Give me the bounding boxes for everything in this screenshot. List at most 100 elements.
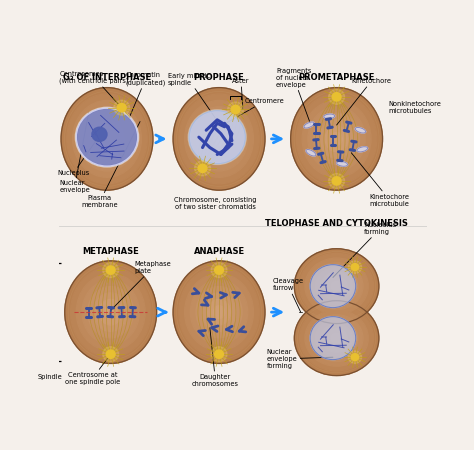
Text: G₂ OF INTERPHASE: G₂ OF INTERPHASE bbox=[63, 73, 151, 82]
Ellipse shape bbox=[305, 258, 368, 314]
Circle shape bbox=[75, 108, 138, 167]
Circle shape bbox=[351, 354, 359, 360]
Circle shape bbox=[190, 111, 245, 163]
Ellipse shape bbox=[101, 132, 113, 145]
Ellipse shape bbox=[67, 94, 147, 184]
Ellipse shape bbox=[208, 126, 230, 152]
Ellipse shape bbox=[191, 107, 248, 171]
Ellipse shape bbox=[294, 249, 379, 324]
Ellipse shape bbox=[202, 293, 236, 331]
Circle shape bbox=[215, 266, 223, 274]
Circle shape bbox=[328, 90, 345, 104]
Ellipse shape bbox=[96, 126, 118, 152]
Ellipse shape bbox=[331, 282, 342, 291]
Circle shape bbox=[211, 346, 227, 362]
Ellipse shape bbox=[202, 120, 236, 158]
Text: Nuclear
envelope: Nuclear envelope bbox=[59, 113, 90, 194]
Text: Nonkinetochore
microtubules: Nonkinetochore microtubules bbox=[388, 101, 441, 114]
Ellipse shape bbox=[208, 299, 230, 325]
Text: Chromatin
(duplicated): Chromatin (duplicated) bbox=[125, 72, 166, 118]
Circle shape bbox=[195, 161, 210, 176]
Ellipse shape bbox=[331, 132, 342, 145]
Text: Nucleolus
forming: Nucleolus forming bbox=[333, 222, 396, 278]
Text: Nuclear
envelope
forming: Nuclear envelope forming bbox=[267, 349, 333, 369]
Ellipse shape bbox=[179, 267, 259, 357]
Ellipse shape bbox=[314, 113, 360, 165]
Circle shape bbox=[103, 346, 118, 362]
Ellipse shape bbox=[105, 306, 117, 319]
Text: METAPHASE: METAPHASE bbox=[82, 247, 139, 256]
Text: Kinetochore
microtubule: Kinetochore microtubule bbox=[351, 153, 410, 207]
Ellipse shape bbox=[196, 113, 242, 165]
Circle shape bbox=[351, 264, 359, 270]
Ellipse shape bbox=[88, 287, 134, 338]
Ellipse shape bbox=[337, 162, 347, 166]
Ellipse shape bbox=[355, 127, 366, 133]
Ellipse shape bbox=[73, 100, 141, 177]
Ellipse shape bbox=[173, 88, 265, 190]
Ellipse shape bbox=[179, 94, 259, 184]
Ellipse shape bbox=[319, 120, 354, 158]
Text: Cleavage
furrow: Cleavage furrow bbox=[272, 279, 303, 312]
Text: Fragments
of nuclear
envelope: Fragments of nuclear envelope bbox=[276, 68, 311, 125]
Circle shape bbox=[310, 265, 356, 308]
Ellipse shape bbox=[76, 274, 145, 351]
Circle shape bbox=[106, 266, 115, 274]
Ellipse shape bbox=[310, 263, 363, 310]
Ellipse shape bbox=[306, 149, 316, 156]
Circle shape bbox=[310, 317, 356, 360]
Text: Chromosome, consisting
of two sister chromatids: Chromosome, consisting of two sister chr… bbox=[174, 197, 256, 210]
Circle shape bbox=[211, 263, 227, 278]
Ellipse shape bbox=[316, 320, 358, 357]
Ellipse shape bbox=[305, 310, 368, 366]
Ellipse shape bbox=[213, 306, 225, 319]
Circle shape bbox=[348, 261, 362, 273]
Text: Spindle: Spindle bbox=[38, 374, 63, 380]
Ellipse shape bbox=[82, 280, 139, 344]
Ellipse shape bbox=[93, 293, 128, 331]
Text: Kinetochore: Kinetochore bbox=[337, 78, 392, 125]
Text: PROPHASE: PROPHASE bbox=[194, 73, 245, 82]
Text: Plasma
membrane: Plasma membrane bbox=[82, 122, 140, 208]
Circle shape bbox=[215, 350, 223, 358]
Ellipse shape bbox=[196, 287, 242, 338]
Ellipse shape bbox=[296, 94, 377, 184]
Circle shape bbox=[328, 173, 345, 189]
Circle shape bbox=[231, 105, 240, 113]
Ellipse shape bbox=[84, 113, 130, 165]
Circle shape bbox=[106, 350, 115, 358]
Ellipse shape bbox=[316, 267, 358, 305]
Circle shape bbox=[92, 127, 107, 141]
Ellipse shape bbox=[99, 299, 122, 325]
Ellipse shape bbox=[331, 333, 342, 343]
Circle shape bbox=[332, 93, 341, 101]
Ellipse shape bbox=[213, 132, 225, 145]
Ellipse shape bbox=[300, 253, 374, 319]
Ellipse shape bbox=[308, 107, 365, 171]
Text: Nucleolus: Nucleolus bbox=[57, 135, 100, 176]
Ellipse shape bbox=[173, 261, 265, 364]
Text: Aster: Aster bbox=[232, 78, 250, 109]
Text: ANAPHASE: ANAPHASE bbox=[193, 247, 245, 256]
Text: PROMETAPHASE: PROMETAPHASE bbox=[299, 73, 375, 82]
Ellipse shape bbox=[326, 329, 347, 347]
Ellipse shape bbox=[90, 120, 124, 158]
Ellipse shape bbox=[65, 261, 156, 364]
Ellipse shape bbox=[326, 277, 347, 296]
Text: Early mitotic
spindle: Early mitotic spindle bbox=[168, 73, 215, 118]
Ellipse shape bbox=[325, 126, 348, 152]
Text: Centromere: Centromere bbox=[223, 98, 284, 125]
Text: TELOPHASE AND CYTOKINESIS: TELOPHASE AND CYTOKINESIS bbox=[265, 219, 408, 228]
Circle shape bbox=[332, 177, 341, 185]
Circle shape bbox=[117, 104, 126, 112]
Ellipse shape bbox=[321, 324, 353, 352]
Text: Centrosome at
one spindle pole: Centrosome at one spindle pole bbox=[64, 354, 120, 385]
Ellipse shape bbox=[294, 301, 379, 376]
Ellipse shape bbox=[71, 267, 151, 357]
Ellipse shape bbox=[357, 147, 368, 152]
Ellipse shape bbox=[324, 114, 335, 119]
Ellipse shape bbox=[291, 88, 383, 190]
Ellipse shape bbox=[321, 272, 353, 300]
Circle shape bbox=[103, 263, 118, 278]
Circle shape bbox=[188, 110, 246, 164]
